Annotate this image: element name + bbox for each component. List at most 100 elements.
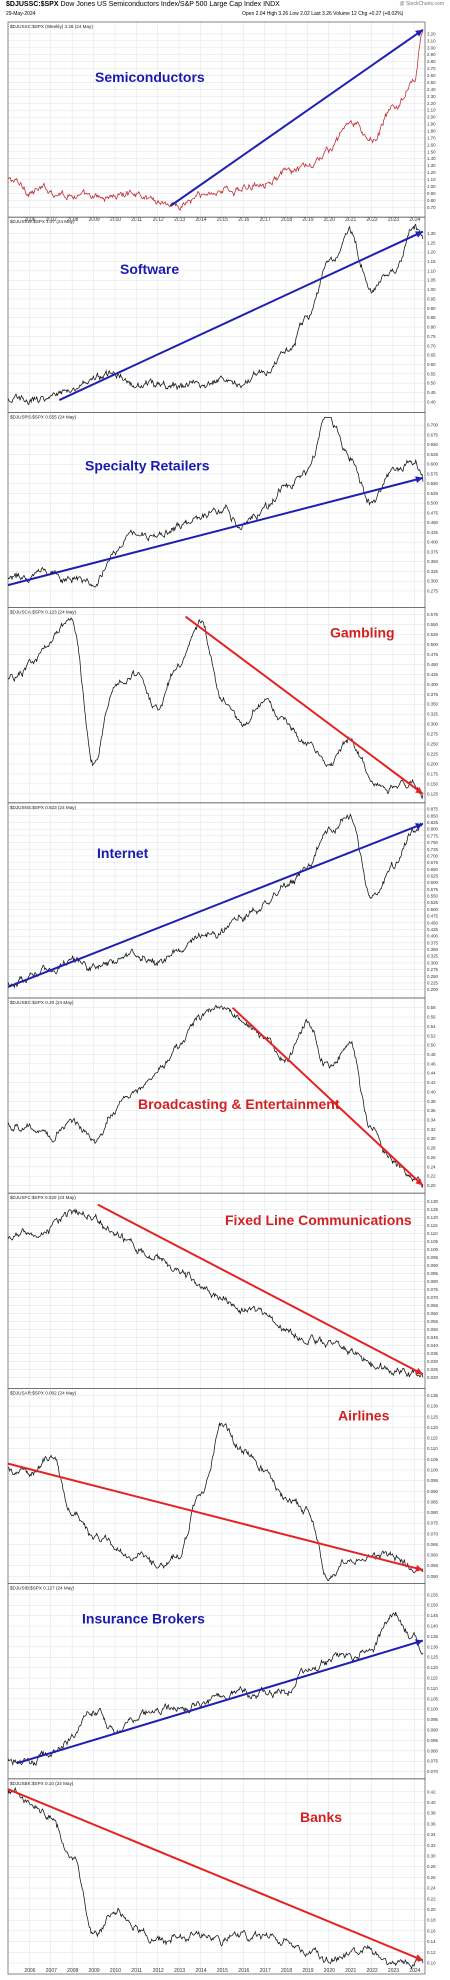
y-tick-label: 0.105 [427,1457,439,1462]
trend-line [7,1462,424,1571]
x-tick-label: 2010 [110,217,121,223]
y-tick-label: 0.065 [427,1303,439,1308]
y-tick-label: 0.050 [427,1327,439,1332]
trend-line [7,476,424,587]
trend-arrowhead [415,476,423,483]
panel-legend: $DJUSSW:$SPX 1.27 (24 May) [10,219,75,224]
panel-title: Insurance Brokers [82,1611,205,1627]
header-date: 29-May-2024 [6,11,36,17]
y-tick-label: 0.375 [427,940,439,945]
y-tick-label: 0.105 [427,1696,439,1701]
y-tick-label: 1.00 [427,184,436,189]
y-tick-label: 0.035 [427,1351,439,1356]
chart-panel-3: 0.275 0.300 0.325 0.350 0.375 0.400 0.425 0.450… [7,411,439,608]
trend-arrowhead [415,823,423,830]
y-tick-label: 0.500 [427,642,439,647]
x-tick-label: 2016 [238,217,249,223]
y-tick-label: 1.10 [427,268,436,273]
y-tick-label: 0.95 [427,296,436,301]
y-tick-label: 0.42 [427,1789,436,1794]
y-tick-label: 0.24 [427,1886,436,1891]
trend-line [16,1639,424,1765]
y-tick-label: 0.300 [427,722,439,727]
y-tick-label: 0.32 [427,1127,436,1132]
x-tick-label: 2024 [409,1968,420,1974]
panel-title: Fixed Line Communications [225,1212,412,1228]
y-tick-label: 0.275 [427,967,439,972]
y-tick-label: 0.425 [427,672,439,677]
y-tick-label: 0.55 [427,371,436,376]
panel-title: Specialty Retailers [85,457,210,473]
y-tick-label: 0.600 [427,462,439,467]
y-tick-label: 0.070 [427,1295,439,1300]
y-tick-label: 1.05 [427,278,436,283]
header-quote: Open 2.04 High 3.26 Low 2.02 Last 3.26 V… [242,11,404,17]
x-tick-label: 2007 [46,217,57,223]
x-tick-label: 2020 [324,1968,335,1974]
y-tick-label: 0.125 [427,1414,439,1419]
y-tick-label: 0.40 [427,1089,436,1094]
y-tick-label: 0.825 [427,820,439,825]
y-tick-label: 0.800 [427,827,439,832]
trend-arrowhead [415,1367,423,1375]
trend-line [58,230,424,401]
chart-panel-1: 0.70 0.80 0.90 1.00 1.10 1.20 1.30 1.40 1.50 1.60… [7,21,436,223]
y-tick-label: 0.475 [427,510,439,515]
y-tick-label: 1.30 [427,231,436,236]
y-tick-label: 0.070 [427,1531,439,1536]
y-tick-label: 0.275 [427,588,439,593]
y-tick-label: 0.28 [427,1146,436,1151]
y-tick-label: 0.045 [427,1335,439,1340]
price-series-line [7,813,424,989]
y-tick-label: 0.46 [427,1061,436,1066]
x-tick-label: 2015 [217,1968,228,1974]
y-tick-label: 0.130 [427,1644,439,1649]
y-tick-label: 0.10 [427,1960,436,1965]
x-tick-label: 2022 [367,217,378,223]
y-tick-label: 0.065 [427,1542,439,1547]
y-tick-label: 0.500 [427,501,439,506]
y-tick-label: 0.150 [427,781,439,786]
y-tick-label: 0.095 [427,1717,439,1722]
panel-legend: $DJUSNS:$SPX 0.823 (24 May) [10,805,77,810]
y-tick-label: 0.300 [427,960,439,965]
y-tick-label: 0.650 [427,867,439,872]
y-tick-label: 0.18 [427,1918,436,1923]
panel-frame [7,1778,426,1975]
y-tick-label: 0.22 [427,1174,436,1179]
y-tick-label: 0.22 [427,1896,436,1901]
y-tick-label: 0.54 [427,1024,436,1029]
chart-panel-4: 0.125 0.150 0.175 0.200 0.225 0.250 0.275 0.300… [7,607,439,804]
y-tick-label: 0.155 [427,1592,439,1597]
y-tick-label: 0.875 [427,807,439,812]
y-tick-label: 0.26 [427,1155,436,1160]
y-tick-label: 0.275 [427,732,439,737]
y-tick-label: 0.425 [427,530,439,535]
y-tick-label: 0.095 [427,1478,439,1483]
y-tick-label: 0.700 [427,853,439,858]
y-tick-label: 2.50 [427,80,436,85]
y-tick-label: 0.20 [427,1183,436,1188]
x-tick-label: 2015 [217,217,228,223]
y-tick-label: 0.135 [427,1634,439,1639]
y-tick-label: 0.075 [427,1759,439,1764]
y-tick-label: 0.085 [427,1499,439,1504]
y-tick-label: 0.70 [427,205,436,210]
chart-panel-6: 0.20 0.22 0.24 0.26 0.28 0.30 0.32 0.34 0.36 0.38… [7,997,436,1194]
y-tick-label: 0.40 [427,399,436,404]
price-series-line [7,223,424,406]
x-tick-label: 2024 [409,217,420,223]
y-tick-label: 0.025 [427,1367,439,1372]
y-tick-label: 0.750 [427,840,439,845]
x-tick-label: 2023 [388,217,399,223]
y-tick-label: 0.130 [427,1199,439,1204]
y-tick-label: 0.225 [427,980,439,985]
y-tick-label: 0.675 [427,860,439,865]
y-tick-label: 0.055 [427,1563,439,1568]
y-tick-label: 2.80 [427,59,436,64]
y-tick-label: 0.055 [427,1319,439,1324]
x-tick-label: 2019 [302,1968,313,1974]
y-tick-label: 0.090 [427,1263,439,1268]
y-tick-label: 0.080 [427,1510,439,1515]
